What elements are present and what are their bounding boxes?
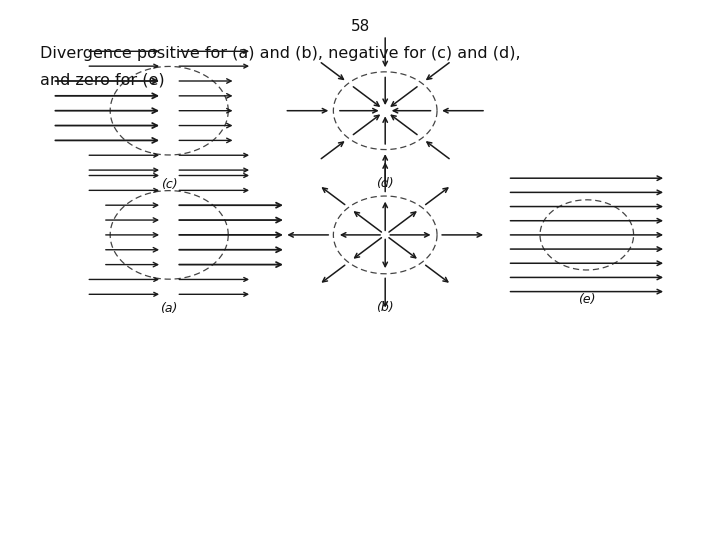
Text: (b): (b) xyxy=(377,301,394,314)
Text: (d): (d) xyxy=(377,177,394,190)
Text: Divergence positive for (a) and (b), negative for (c) and (d),: Divergence positive for (a) and (b), neg… xyxy=(40,46,521,61)
Text: (a): (a) xyxy=(161,302,178,315)
Text: (e): (e) xyxy=(578,293,595,306)
Text: 58: 58 xyxy=(351,19,369,34)
Text: and zero for (e): and zero for (e) xyxy=(40,73,164,88)
Text: (c): (c) xyxy=(161,178,178,191)
